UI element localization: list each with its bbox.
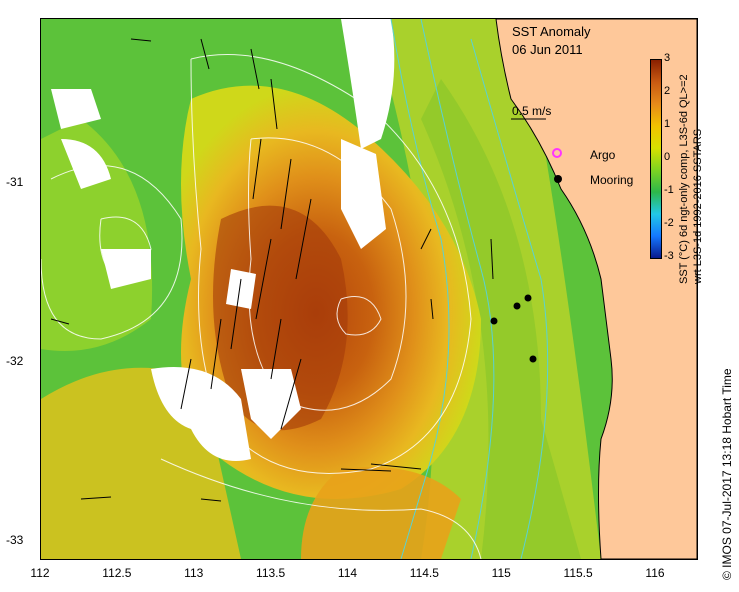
scale-arrow-label: 0.5 m/s xyxy=(512,104,552,118)
x-tick-label: 113 xyxy=(184,566,204,580)
colorbar-tick-label: -3 xyxy=(664,250,674,262)
credit-text: © IMOS 07-Jul-2017 13:18 Hobart Time xyxy=(720,368,734,580)
y-tick-label: -33 xyxy=(6,533,24,547)
colorbar-tick-label: -1 xyxy=(664,184,674,196)
plot-date: 06 Jun 2011 xyxy=(512,42,583,57)
x-tick-label: 112 xyxy=(30,566,50,580)
colorbar-tick-label: 2 xyxy=(664,85,671,97)
legend-argo-label: Argo xyxy=(590,148,616,162)
y-tick-label: -31 xyxy=(6,175,24,189)
argo-marker-icon xyxy=(552,148,562,158)
y-tick-label: -32 xyxy=(6,354,24,368)
x-tick-label: 115.5 xyxy=(563,566,593,580)
sst-map xyxy=(40,18,698,560)
colorbar xyxy=(650,59,662,259)
colorbar-title-line1: SST (°C) 6d ngt-only comp, L3S-6d QL>=2 xyxy=(678,74,690,284)
colorbar-tick-label: 3 xyxy=(664,52,671,64)
plot-title: SST Anomaly xyxy=(512,24,591,39)
sst-anomaly-field xyxy=(41,19,697,559)
mooring-markers xyxy=(490,294,537,363)
x-tick-label: 113.5 xyxy=(256,566,286,580)
current-vectors xyxy=(50,38,546,502)
x-tick-label: 116 xyxy=(645,566,665,580)
mooring-marker-icon xyxy=(554,175,562,183)
legend-mooring-label: Mooring xyxy=(590,173,634,187)
x-tick-label: 114.5 xyxy=(409,566,439,580)
colorbar-tick-label: 1 xyxy=(664,118,671,130)
colorbar-title-line2: wrt L3S-1d 1992-2016 SSTARS xyxy=(692,128,704,284)
colorbar-tick-label: -2 xyxy=(664,217,674,229)
x-tick-label: 112.5 xyxy=(102,566,132,580)
x-tick-label: 114 xyxy=(337,566,358,580)
colorbar-tick-label: 0 xyxy=(664,151,671,163)
x-tick-label: 115 xyxy=(491,566,511,580)
